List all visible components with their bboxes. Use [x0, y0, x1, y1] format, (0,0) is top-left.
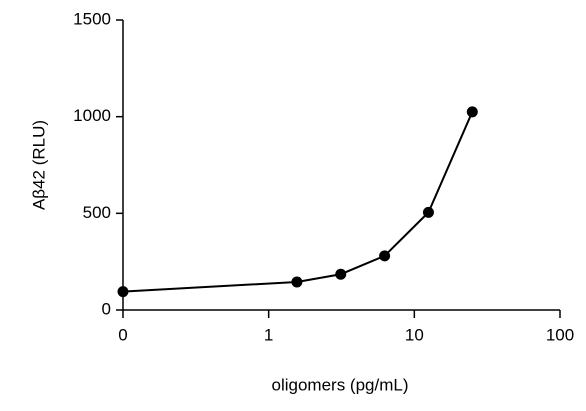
data-point [291, 276, 303, 288]
data-point [379, 250, 391, 262]
data-point [422, 206, 434, 218]
y-tick-label: 0 [102, 299, 111, 318]
y-axis-label: Aβ42 (RLU) [29, 120, 48, 210]
y-tick-label: 1000 [73, 106, 111, 125]
data-point [117, 286, 129, 298]
data-point [335, 268, 347, 280]
data-point [466, 106, 478, 118]
x-tick-label: 0 [118, 325, 127, 344]
y-tick-label: 500 [83, 203, 111, 222]
series-line [122, 111, 474, 293]
x-axis-label: oligomers (pg/mL) [272, 375, 409, 394]
x-tick-label: 100 [546, 325, 574, 344]
x-tick-label: 1 [264, 325, 273, 344]
x-tick-label: 10 [405, 325, 424, 344]
y-tick-label: 1500 [73, 9, 111, 28]
